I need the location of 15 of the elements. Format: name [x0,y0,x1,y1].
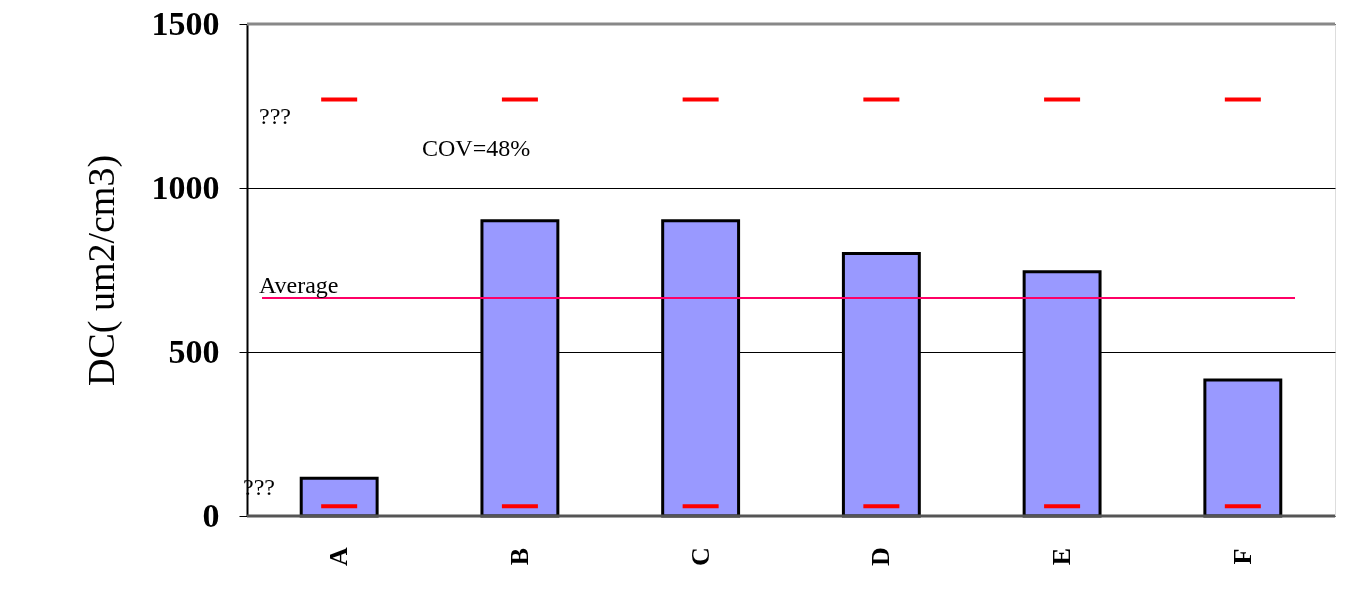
annotation: COV=48% [422,135,531,161]
x-tick-label: A [324,546,354,566]
x-tick-label: F [1227,548,1257,565]
y-tick-label: 0 [202,496,220,534]
y-tick-label: 500 [168,332,220,370]
y-tick-label: 1000 [151,168,220,206]
x-tick-label: B [504,547,534,566]
x-tick-label: E [1047,547,1077,566]
ref-line-label: Average [259,271,339,298]
bar [1203,378,1283,518]
ref-line-label: ??? [259,103,291,130]
x-tick-label: D [866,547,896,566]
y-tick-label: 1500 [151,4,220,42]
x-tick-label: C [685,547,715,566]
y-axis-title: DC( um2/cm3) [79,154,123,387]
